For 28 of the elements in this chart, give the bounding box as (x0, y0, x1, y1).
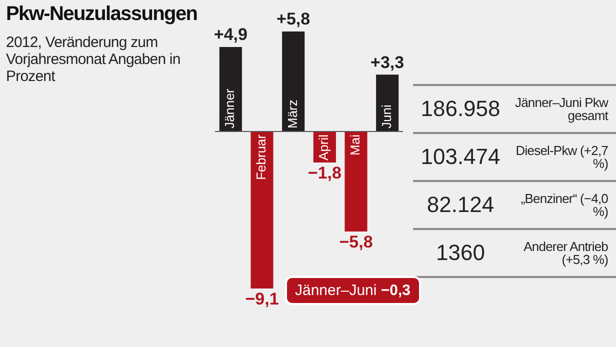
x-tick-label: Mai (348, 134, 363, 156)
x-tick-label: Jänner (222, 88, 238, 128)
chart-title: Pkw-Neuzulassungen (6, 3, 198, 26)
data-label: +5,8 (276, 10, 310, 29)
data-label: +3,3 (370, 52, 404, 72)
data-label: −9,1 (245, 290, 279, 309)
text: „Benziner“ (−4,0 %) (520, 191, 608, 219)
x-tick-label: Juni (378, 104, 394, 128)
x-tick-label: Februar (254, 134, 269, 180)
data-label: −1,8 (308, 164, 342, 183)
bar (250, 132, 274, 288)
text: 82.124 (426, 192, 496, 218)
bar (219, 46, 242, 132)
text: 2012, Veränderung zum Vorjahresmonat Angaben in Prozent (6, 34, 182, 85)
annotation: Jänner–Juni −0,3 (285, 276, 421, 305)
text: Anderer Antrieb (+5,3 %) (522, 239, 608, 267)
data-label: +4,9 (214, 25, 248, 44)
bar (376, 74, 399, 132)
text: Jänner–Juni Pkw gesamt (514, 95, 608, 123)
bar (344, 132, 368, 232)
text: 103.474 (420, 144, 502, 170)
text: 186.958 (420, 96, 502, 122)
x-tick-label: April (316, 134, 332, 161)
data-label: −5,8 (339, 232, 373, 252)
x-tick-label: März (284, 100, 300, 128)
bar (282, 31, 305, 132)
text: 1360 (435, 240, 486, 266)
text: Diesel-Pkw (+2,7 %) (514, 143, 608, 171)
